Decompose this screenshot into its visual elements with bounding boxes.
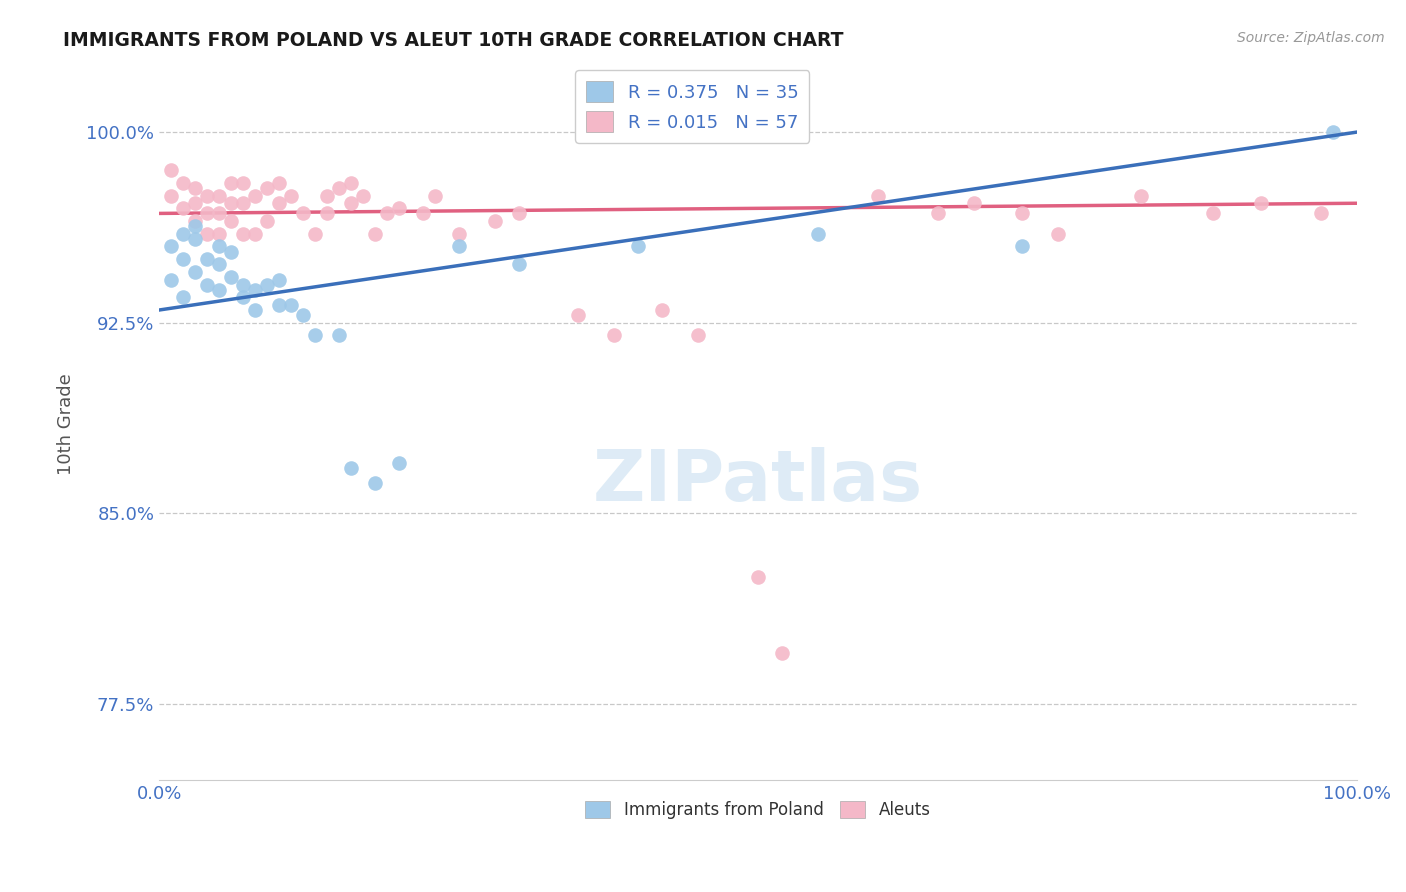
Point: [315, 206, 337, 220]
Point: [340, 196, 363, 211]
Point: [484, 214, 506, 228]
Point: [195, 252, 218, 267]
Point: [927, 206, 949, 220]
Point: [291, 206, 314, 220]
Point: [232, 227, 254, 241]
Point: [315, 188, 337, 202]
Point: [232, 196, 254, 211]
Point: [172, 290, 194, 304]
Point: [184, 196, 207, 211]
Point: [304, 328, 326, 343]
Point: [160, 272, 183, 286]
Point: [208, 188, 231, 202]
Point: [267, 272, 290, 286]
Point: [508, 206, 530, 220]
Point: [208, 239, 231, 253]
Point: [195, 227, 218, 241]
Point: [219, 214, 242, 228]
Point: [172, 252, 194, 267]
Point: [184, 214, 207, 228]
Point: [256, 181, 278, 195]
Text: Source: ZipAtlas.com: Source: ZipAtlas.com: [1237, 31, 1385, 45]
Point: [770, 646, 793, 660]
Point: [1322, 125, 1344, 139]
Point: [340, 176, 363, 190]
Point: [219, 196, 242, 211]
Point: [1202, 206, 1225, 220]
Point: [375, 206, 398, 220]
Point: [388, 202, 411, 216]
Point: [304, 227, 326, 241]
Point: [567, 308, 589, 322]
Point: [256, 214, 278, 228]
Point: [963, 196, 986, 211]
Y-axis label: 10th Grade: 10th Grade: [58, 374, 75, 475]
Point: [219, 176, 242, 190]
Point: [195, 206, 218, 220]
Point: [651, 303, 673, 318]
Point: [232, 176, 254, 190]
Point: [447, 239, 470, 253]
Point: [160, 163, 183, 178]
Point: [412, 206, 434, 220]
Point: [184, 232, 207, 246]
Point: [627, 239, 650, 253]
Point: [423, 188, 446, 202]
Point: [508, 257, 530, 271]
Point: [208, 227, 231, 241]
Point: [280, 188, 302, 202]
Point: [688, 328, 710, 343]
Point: [267, 176, 290, 190]
Point: [160, 188, 183, 202]
Point: [195, 277, 218, 292]
Point: [172, 176, 194, 190]
Point: [603, 328, 626, 343]
Point: [1250, 196, 1272, 211]
Point: [243, 283, 266, 297]
Point: [184, 181, 207, 195]
Point: [352, 188, 374, 202]
Point: [195, 188, 218, 202]
Point: [232, 277, 254, 292]
Point: [280, 298, 302, 312]
Point: [184, 265, 207, 279]
Point: [243, 227, 266, 241]
Text: ZIPatlas: ZIPatlas: [593, 447, 924, 516]
Point: [172, 202, 194, 216]
Point: [267, 196, 290, 211]
Point: [388, 456, 411, 470]
Point: [291, 308, 314, 322]
Point: [328, 181, 350, 195]
Point: [243, 188, 266, 202]
Point: [1011, 206, 1033, 220]
Point: [208, 283, 231, 297]
Legend: Immigrants from Poland, Aleuts: Immigrants from Poland, Aleuts: [579, 794, 938, 825]
Point: [866, 188, 889, 202]
Point: [1011, 239, 1033, 253]
Point: [219, 244, 242, 259]
Text: IMMIGRANTS FROM POLAND VS ALEUT 10TH GRADE CORRELATION CHART: IMMIGRANTS FROM POLAND VS ALEUT 10TH GRA…: [63, 31, 844, 50]
Point: [807, 227, 830, 241]
Point: [1130, 188, 1153, 202]
Point: [219, 270, 242, 285]
Point: [232, 290, 254, 304]
Point: [256, 277, 278, 292]
Point: [160, 239, 183, 253]
Point: [747, 570, 769, 584]
Point: [184, 219, 207, 234]
Point: [267, 298, 290, 312]
Point: [243, 303, 266, 318]
Point: [208, 257, 231, 271]
Point: [340, 460, 363, 475]
Point: [447, 227, 470, 241]
Point: [364, 475, 387, 490]
Point: [208, 206, 231, 220]
Point: [1310, 206, 1333, 220]
Point: [364, 227, 387, 241]
Point: [172, 227, 194, 241]
Point: [328, 328, 350, 343]
Point: [1046, 227, 1069, 241]
